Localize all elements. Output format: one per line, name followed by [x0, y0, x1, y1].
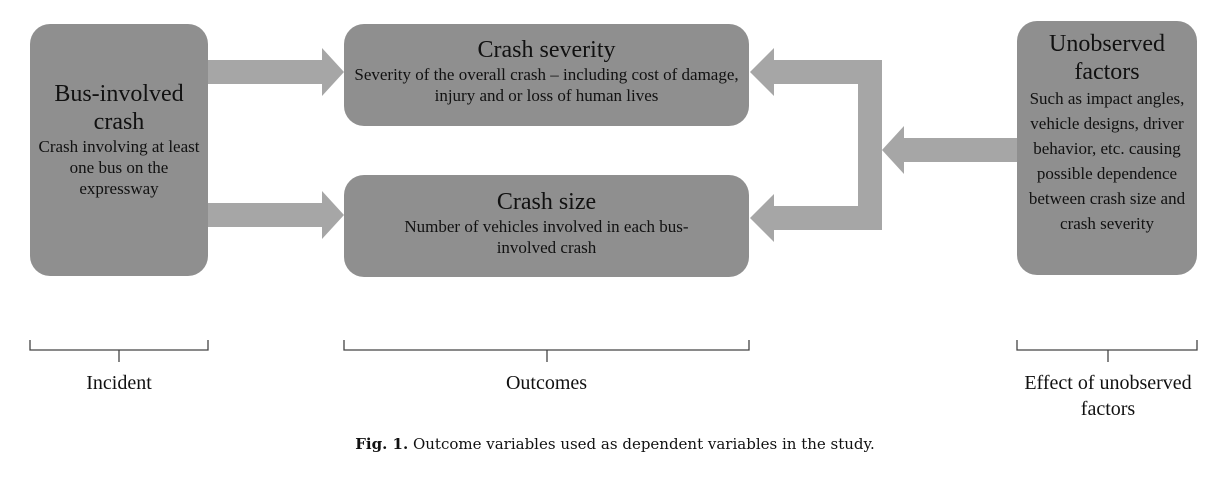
bracket-incident [29, 340, 209, 362]
caption-text: Outcome variables used as dependent vari… [412, 435, 875, 453]
group-label-effect: Effect of unobserved factors [1024, 372, 1192, 420]
crash-severity-box: Crash severity Severity of the overall c… [344, 24, 749, 126]
bus-involved-crash-box: Bus-involved crash Crash involving at le… [30, 24, 208, 276]
severity-box-description: Severity of the overall crash – includin… [354, 65, 739, 105]
arrow-bus-to-size [208, 191, 344, 239]
unobserved-factors-box: Unobserved factors Such as impact angles… [1017, 21, 1197, 275]
bracket-effect [1016, 340, 1198, 362]
severity-box-title: Crash severity [477, 37, 616, 63]
bus-box-title: Bus-involved crash [54, 81, 184, 135]
figure-caption: Fig. 1. Outcome variables used as depend… [0, 435, 1230, 453]
unobserved-box-description: Such as impact angles, vehicle designs, … [1028, 89, 1186, 233]
group-label-incident: Incident [86, 372, 152, 394]
arrow-bus-to-severity [208, 48, 344, 96]
bus-box-description: Crash involving at least one bus on the … [38, 137, 200, 198]
size-box-title: Crash size [496, 189, 597, 215]
bracket-outcomes [343, 340, 750, 362]
caption-label: Fig. 1. [355, 435, 409, 453]
group-label-outcomes: Outcomes [505, 372, 588, 394]
arrow-unobserved-fork [750, 48, 1017, 242]
unobserved-box-title: Unobserved factors [1049, 31, 1165, 85]
size-box-description: Number of vehicles involved in each bus-… [404, 217, 689, 257]
crash-size-box: Crash size Number of vehicles involved i… [344, 175, 749, 277]
